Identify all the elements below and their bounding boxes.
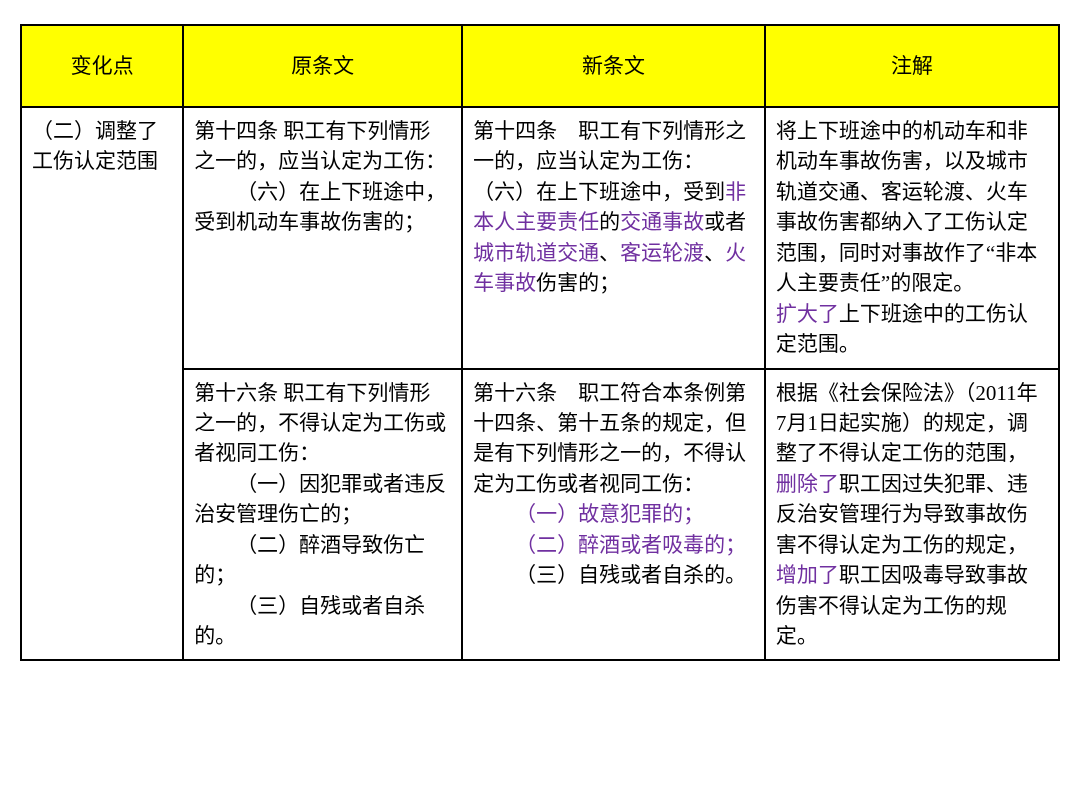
new-mid3: 、 — [599, 241, 620, 265]
comparison-table: 变化点 原条文 新条文 注解 （二）调整了工伤认定范围 第十四条 职工有下列情形… — [20, 24, 1060, 661]
new-suffix: 伤害的； — [536, 271, 620, 295]
table-row: （二）调整了工伤认定范围 第十四条 职工有下列情形之一的，应当认定为工伤： （六… — [21, 107, 1059, 369]
new-item2: （二）醉酒或者吸毒的； — [515, 533, 746, 557]
new-hl2: 交通事故 — [620, 210, 704, 234]
original-intro2: 第十六条 职工有下列情形之一的，不得认定为工伤或者视同工伤： — [194, 381, 446, 466]
note-hl1: 删除了 — [776, 472, 839, 496]
new-item3: （三）自残或者自杀的。 — [515, 563, 746, 587]
cell-note: 将上下班途中的机动车和非机动车事故伤害，以及城市轨道交通、客运轮渡、火车事故伤害… — [765, 107, 1059, 369]
cell-new: 第十四条 职工有下列情形之一的，应当认定为工伤： （六）在上下班途中，受到非本人… — [462, 107, 765, 369]
new-hl4: 客运轮渡 — [620, 241, 704, 265]
new-hl3: 城市轨道交通 — [473, 241, 599, 265]
original-item3: （三）自残或者自杀的。 — [194, 594, 425, 648]
cell-new: 第十六条 职工符合本条例第十四条、第十五条的规定，但是有下列情形之一的，不得认定… — [462, 369, 765, 661]
new-intro2: 第十六条 职工符合本条例第十四条、第十五条的规定，但是有下列情形之一的，不得认定… — [473, 381, 746, 496]
note-hl2: 增加了 — [776, 563, 839, 587]
col-header-original: 原条文 — [183, 25, 462, 107]
note-p1: 根据《社会保险法》（2011年7月1日起实施）的规定，调整了不得认定工伤的范围， — [776, 381, 1038, 466]
change-point-text: （二）调整了工伤认定范围 — [32, 119, 158, 173]
new-mid1: 的 — [599, 210, 620, 234]
cell-original: 第十四条 职工有下列情形之一的，应当认定为工伤： （六）在上下班途中，受到机动车… — [183, 107, 462, 369]
col-header-change: 变化点 — [21, 25, 183, 107]
col-header-note: 注解 — [765, 25, 1059, 107]
note-main: 将上下班途中的机动车和非机动车事故伤害，以及城市轨道交通、客运轮渡、火车事故伤害… — [776, 119, 1037, 295]
original-item1: （一）因犯罪或者违反治安管理伤亡的； — [194, 472, 446, 526]
cell-change-point: （二）调整了工伤认定范围 — [21, 107, 183, 660]
new-item-prefix: （六）在上下班途中，受到 — [473, 180, 725, 204]
original-item2: （二）醉酒导致伤亡的； — [194, 533, 425, 587]
new-mid2: 或者 — [704, 210, 746, 234]
table-header-row: 变化点 原条文 新条文 注解 — [21, 25, 1059, 107]
new-mid4: 、 — [704, 241, 725, 265]
cell-note: 根据《社会保险法》（2011年7月1日起实施）的规定，调整了不得认定工伤的范围，… — [765, 369, 1059, 661]
cell-original: 第十六条 职工有下列情形之一的，不得认定为工伤或者视同工伤： （一）因犯罪或者违… — [183, 369, 462, 661]
col-header-new: 新条文 — [462, 25, 765, 107]
original-item: （六）在上下班途中，受到机动车事故伤害的； — [194, 180, 446, 234]
new-intro: 第十四条 职工有下列情形之一的，应当认定为工伤： — [473, 119, 746, 173]
note-hl: 扩大了 — [776, 302, 839, 326]
new-item1: （一）故意犯罪的； — [515, 502, 704, 526]
original-intro: 第十四条 职工有下列情形之一的，应当认定为工伤： — [194, 119, 446, 173]
